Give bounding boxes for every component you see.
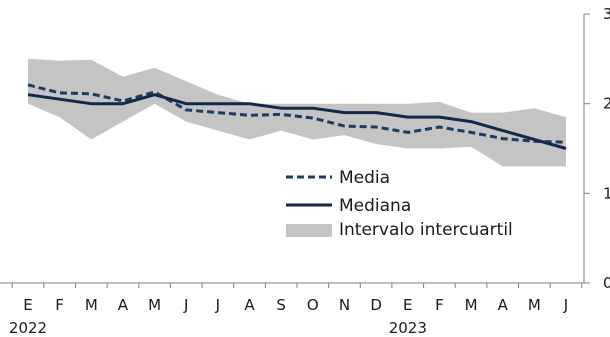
x-tick-label: M <box>528 296 541 314</box>
x-tick-label: D <box>370 296 382 314</box>
x-tick-label: J <box>215 296 220 314</box>
y-tick-label: 1 <box>603 184 610 202</box>
y-tick-label: 0 <box>603 274 610 292</box>
x-tick-label: O <box>307 296 319 314</box>
x-tick-label: F <box>435 296 444 314</box>
year-label: 2022 <box>9 319 47 337</box>
series-line-mediana <box>27 93 567 150</box>
x-tick-label: S <box>276 296 286 314</box>
x-tick-label: E <box>23 296 32 314</box>
interquartile-band <box>28 58 566 167</box>
x-tick-label: J <box>183 296 188 314</box>
series-line-media <box>27 83 567 144</box>
y-tick-label: 3 <box>603 5 610 23</box>
x-tick-label: M <box>465 296 478 314</box>
x-tick-label: N <box>339 296 350 314</box>
legend: Media Mediana Intervalo intercuartil <box>286 168 513 240</box>
legend-label-media: Media <box>339 168 390 188</box>
interquartile-band-layer <box>28 58 566 167</box>
x-tick-label: J <box>563 296 568 314</box>
year-label: 2023 <box>389 319 427 337</box>
x-tick-label: M <box>85 296 98 314</box>
axis-layer: E F M A M J J A S O N D E F M A M J 2022 2023 0 1 2 3 <box>0 5 610 337</box>
x-tick-label: A <box>498 296 509 314</box>
legend-label-band: Intervalo intercuartil <box>339 220 513 240</box>
x-tick-label: F <box>55 296 64 314</box>
series-layer <box>27 83 567 150</box>
legend-swatch-band <box>286 224 332 237</box>
y-tick-label: 2 <box>603 95 610 113</box>
legend-label-mediana: Mediana <box>339 196 411 216</box>
x-tick-label: A <box>118 296 129 314</box>
x-tick-label: E <box>403 296 412 314</box>
x-tick-label: A <box>244 296 255 314</box>
x-tick-label: M <box>148 296 161 314</box>
